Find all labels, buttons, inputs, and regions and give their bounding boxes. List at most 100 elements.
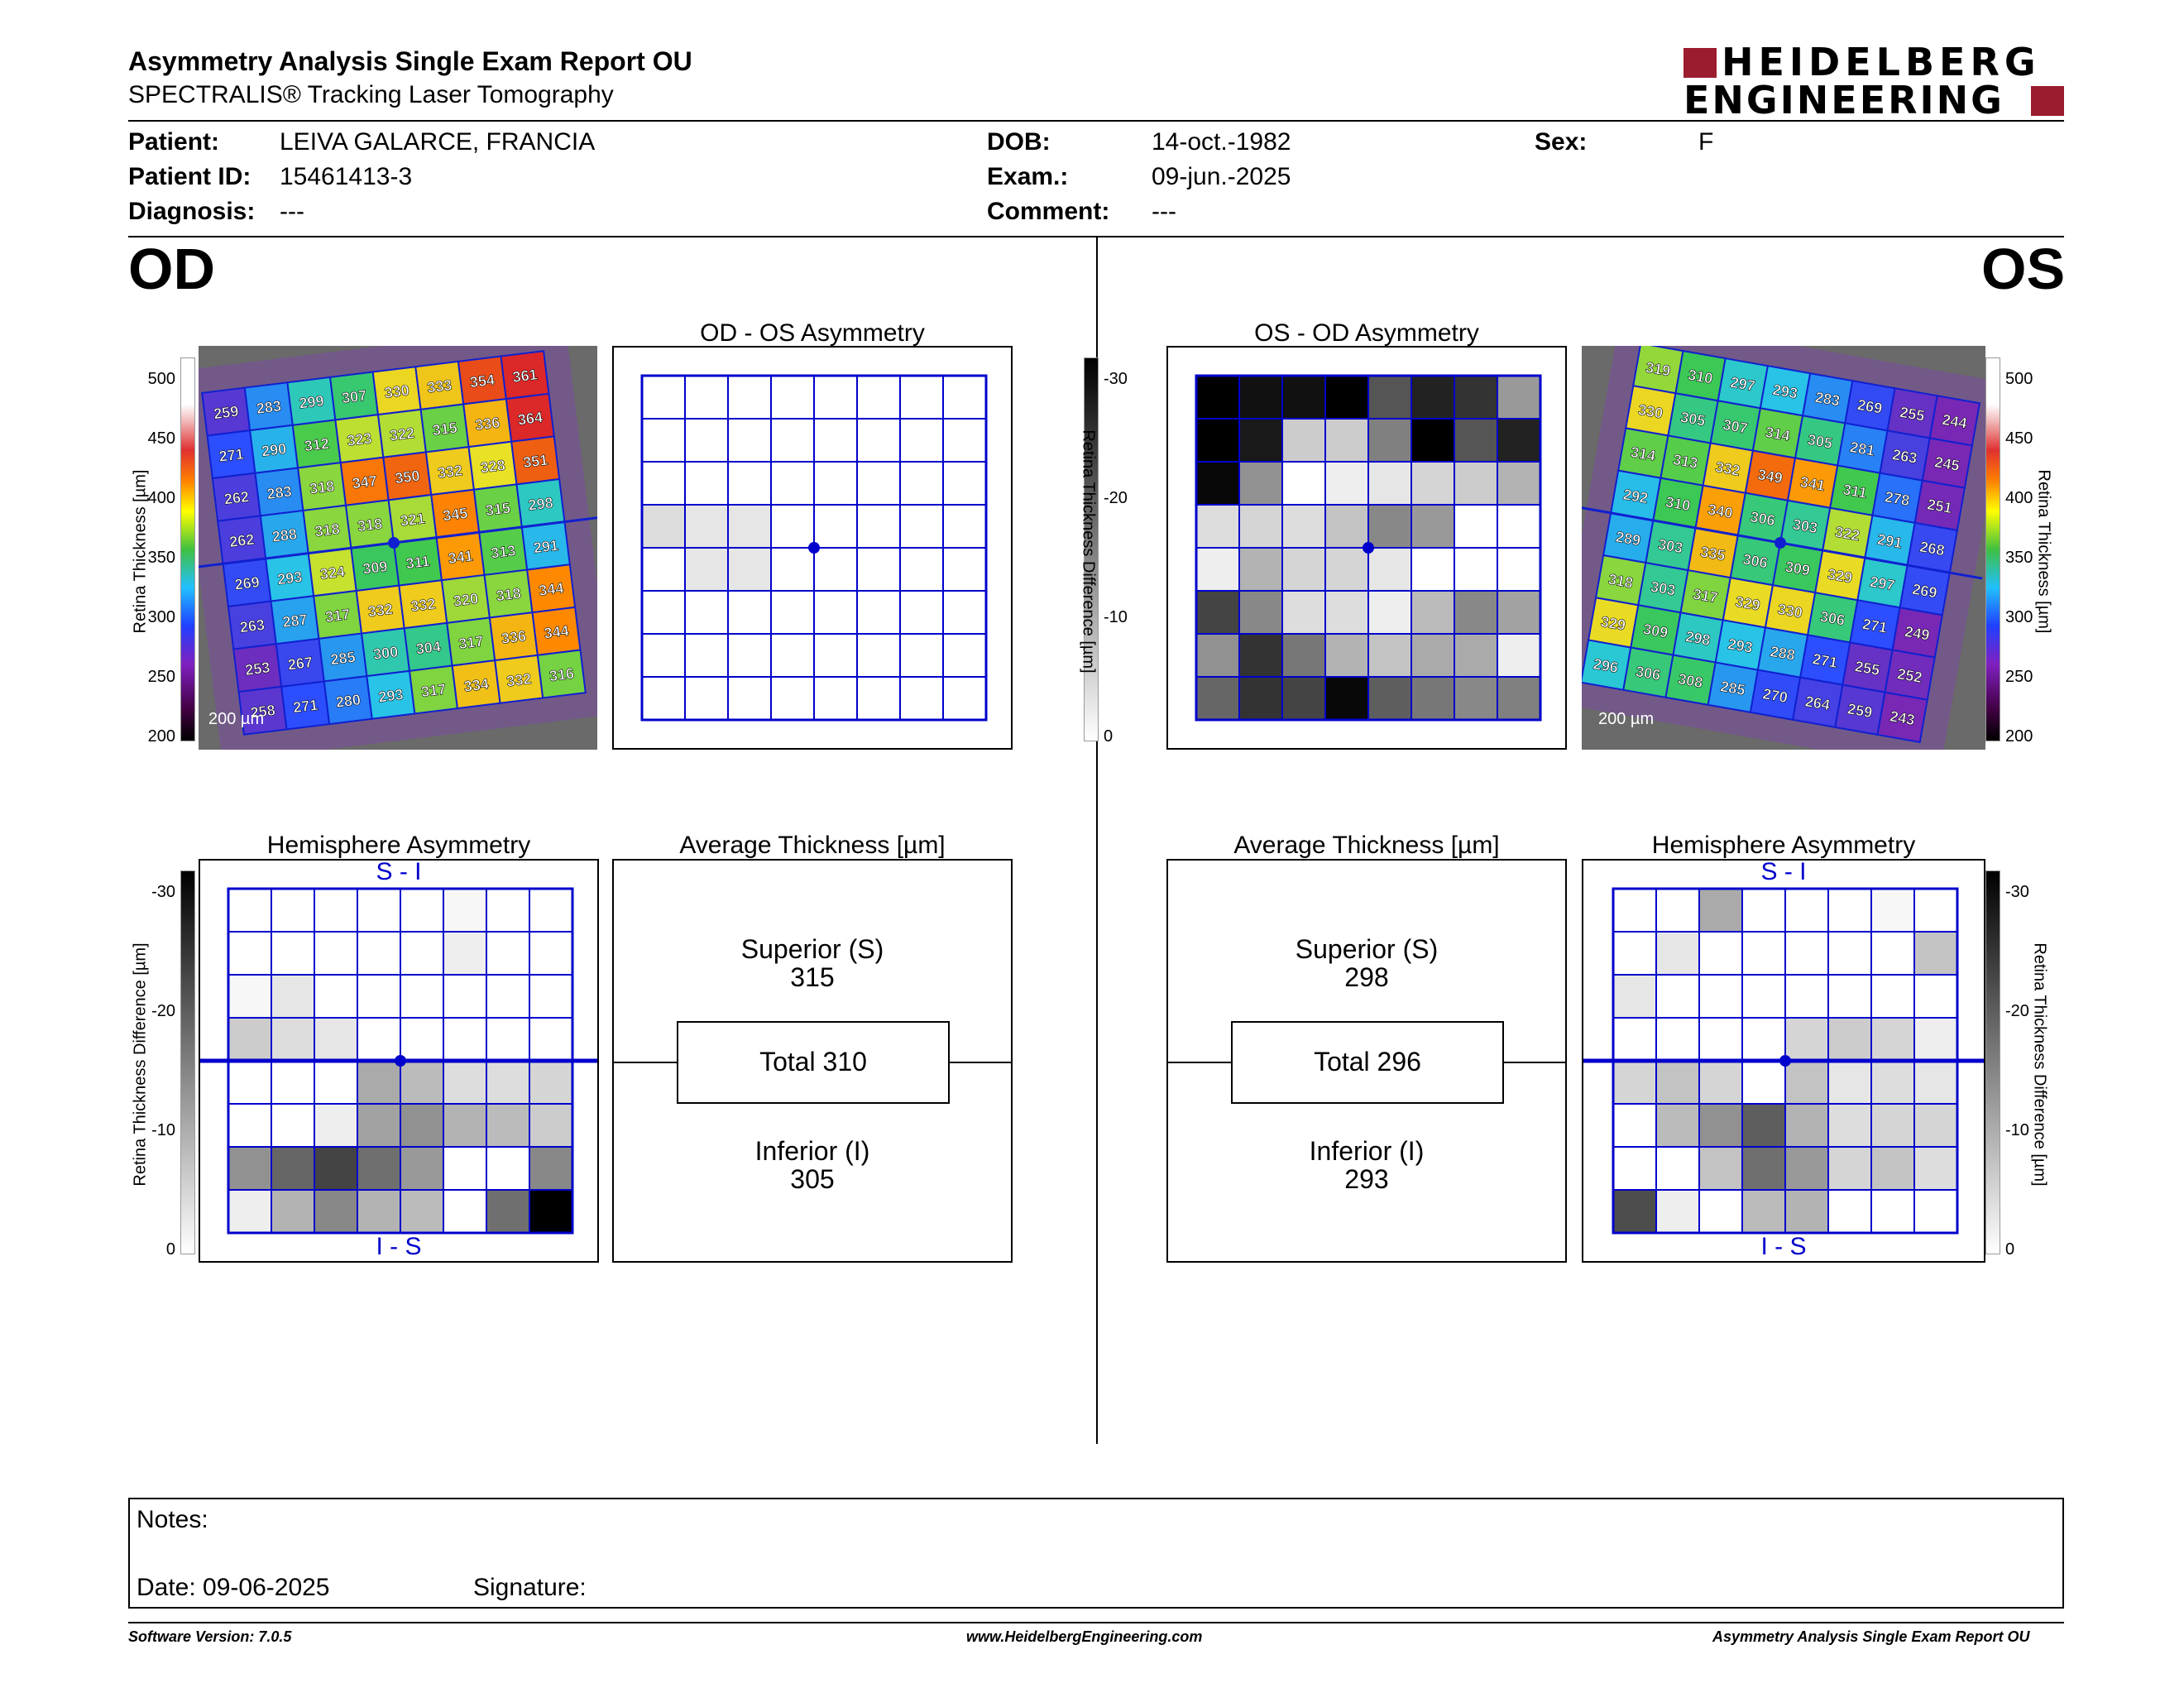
os-hemisphere-grid-cell bbox=[1784, 1017, 1829, 1062]
os-asymmetry-grid-cell bbox=[1324, 504, 1369, 549]
os-asymmetry-grid-cell bbox=[1238, 547, 1283, 592]
os-hemisphere-grid-cell bbox=[1655, 1146, 1700, 1191]
od-hemisphere-grid-cell bbox=[400, 1060, 444, 1105]
od-superior-value: 315 bbox=[790, 962, 835, 992]
od-hemisphere-grid-cell bbox=[529, 888, 573, 933]
footer-report-name: Asymmetry Analysis Single Exam Report OU bbox=[1712, 1628, 2030, 1645]
os-hemisphere-grid-cell bbox=[1741, 1017, 1786, 1062]
od-thickness-tick-label: 350 bbox=[147, 549, 175, 567]
od-asymmetry-panel bbox=[612, 346, 1013, 750]
os-thickness-tick-label: 350 bbox=[2005, 549, 2033, 567]
os-asymmetry-grid-cell bbox=[1497, 504, 1541, 549]
os-asymmetry-grid-cell bbox=[1367, 418, 1412, 463]
os-hemisphere-grid-cell bbox=[1870, 1060, 1915, 1105]
od-asymmetry-grid-cell bbox=[942, 676, 987, 721]
dob-label: DOB: bbox=[987, 128, 1051, 156]
od-thickness-colorbar bbox=[180, 357, 195, 741]
os-hemisphere-grid-cell bbox=[1612, 888, 1657, 933]
os-hemisphere-fovea-marker bbox=[1779, 1055, 1791, 1067]
od-asymmetry-grid-cell bbox=[813, 590, 858, 635]
os-hemisphere-grid-cell bbox=[1784, 1189, 1829, 1234]
od-thickness-value: 300 bbox=[372, 643, 399, 663]
od-thickness-value: 345 bbox=[442, 505, 468, 525]
os-hemisphere-grid-cell bbox=[1698, 931, 1743, 976]
od-asymmetry-grid-cell bbox=[727, 461, 772, 506]
sex-value: F bbox=[1698, 128, 1714, 156]
os-asymmetry-grid-cell bbox=[1195, 590, 1240, 635]
os-hemisphere-grid-cell bbox=[1784, 1146, 1829, 1191]
od-asymmetry-grid-cell bbox=[727, 547, 772, 592]
os-asymmetry-grid-cell bbox=[1410, 375, 1455, 420]
od-asymmetry-grid-cell bbox=[770, 418, 815, 463]
od-asymmetry-grid-cell bbox=[856, 418, 901, 463]
os-asymmetry-grid-cell bbox=[1410, 547, 1455, 592]
os-fovea-marker bbox=[1774, 537, 1786, 549]
os-hemisphere-grid-cell bbox=[1784, 974, 1829, 1019]
od-asymmetry-grid-cell bbox=[770, 461, 815, 506]
os-thickness-value: 306 bbox=[1741, 551, 1769, 572]
comment-value: --- bbox=[1152, 198, 1176, 225]
os-hemisphere-grid-cell bbox=[1741, 974, 1786, 1019]
od-thickness-value: 311 bbox=[405, 553, 430, 572]
os-diff-top-tick-label: -30 bbox=[1104, 370, 1128, 388]
os-hemisphere-grid-cell bbox=[1698, 1103, 1743, 1148]
od-asymmetry-grid-cell bbox=[684, 461, 729, 506]
od-thickness-value: 259 bbox=[213, 403, 239, 423]
diagnosis-value: --- bbox=[280, 198, 304, 225]
os-thickness-tick-label: 500 bbox=[2005, 370, 2033, 388]
os-hemisphere-grid-cell bbox=[1655, 931, 1700, 976]
od-hemisphere-grid-cell bbox=[357, 1189, 401, 1234]
os-hemisphere-grid-cell bbox=[1612, 1103, 1657, 1148]
os-asymmetry-grid-cell bbox=[1367, 461, 1412, 506]
footer-website[interactable]: www.HeidelbergEngineering.com bbox=[966, 1628, 1203, 1645]
os-thickness-value: 311 bbox=[1842, 481, 1868, 501]
os-asymmetry-grid-cell bbox=[1238, 676, 1283, 721]
os-hemisphere-grid-cell bbox=[1655, 1017, 1700, 1062]
od-thickness-tick-label: 450 bbox=[147, 429, 175, 448]
od-asymmetry-grid-cell bbox=[856, 375, 901, 420]
od-eye-label: OD bbox=[128, 237, 215, 301]
os-asymmetry-grid-cell bbox=[1367, 676, 1412, 721]
od-asymmetry-grid-cell bbox=[641, 676, 686, 721]
od-asymmetry-grid-cell bbox=[641, 547, 686, 592]
od-asymmetry-grid-cell bbox=[942, 461, 987, 506]
od-thickness-value: 336 bbox=[474, 414, 500, 434]
os-asymmetry-grid-cell bbox=[1195, 676, 1240, 721]
od-hemisphere-grid-cell bbox=[357, 974, 401, 1019]
od-asymmetry-grid-cell bbox=[641, 375, 686, 420]
od-hemisphere-grid-cell bbox=[271, 1189, 315, 1234]
patient-label: Patient: bbox=[128, 128, 220, 156]
od-thickness-value: 318 bbox=[314, 520, 340, 540]
os-asymmetry-grid-cell bbox=[1238, 375, 1283, 420]
od-thickness-value: 304 bbox=[415, 638, 442, 658]
os-asymmetry-grid-cell bbox=[1454, 461, 1498, 506]
os-thickness-tick-label: 400 bbox=[2005, 489, 2033, 507]
footer-software: Software Version: 7.0.5 bbox=[128, 1628, 292, 1645]
os-inferior-value: 293 bbox=[1344, 1164, 1389, 1194]
os-asymmetry-grid-cell bbox=[1281, 461, 1326, 506]
od-thickness-value: 354 bbox=[469, 372, 496, 391]
os-hemisphere-grid-cell bbox=[1913, 1189, 1958, 1234]
os-asymmetry-grid-cell bbox=[1410, 676, 1455, 721]
od-hemisphere-grid-cell bbox=[443, 931, 487, 976]
os-hemisphere-grid-cell bbox=[1784, 888, 1829, 933]
od-hemisphere-grid-cell bbox=[271, 931, 315, 976]
od-hemisphere-grid-cell bbox=[400, 1017, 444, 1062]
os-hemisphere-panel: S - I I - S bbox=[1582, 859, 1985, 1263]
od-hemisphere-grid-cell bbox=[400, 931, 444, 976]
os-asymmetry-grid-cell bbox=[1324, 676, 1369, 721]
od-total-box: Total 310 bbox=[677, 1021, 950, 1104]
od-asymmetry-grid-cell bbox=[899, 461, 944, 506]
os-asymmetry-grid-cell bbox=[1454, 504, 1498, 549]
os-thickness-tick-label: 250 bbox=[2005, 668, 2033, 686]
os-hemisphere-grid-cell bbox=[1741, 888, 1786, 933]
od-inferior-value: 305 bbox=[790, 1164, 835, 1194]
od-hemisphere-grid-cell bbox=[357, 888, 401, 933]
os-superior-label: Superior (S) bbox=[1295, 934, 1439, 964]
od-thickness-value: 318 bbox=[309, 477, 335, 497]
os-thickness-value: 317 bbox=[1692, 586, 1719, 607]
od-diff-colorbar bbox=[180, 870, 195, 1254]
od-thickness-value: 361 bbox=[511, 366, 538, 386]
os-asymmetry-grid-cell bbox=[1324, 590, 1369, 635]
od-hemisphere-grid-cell bbox=[228, 1060, 272, 1105]
